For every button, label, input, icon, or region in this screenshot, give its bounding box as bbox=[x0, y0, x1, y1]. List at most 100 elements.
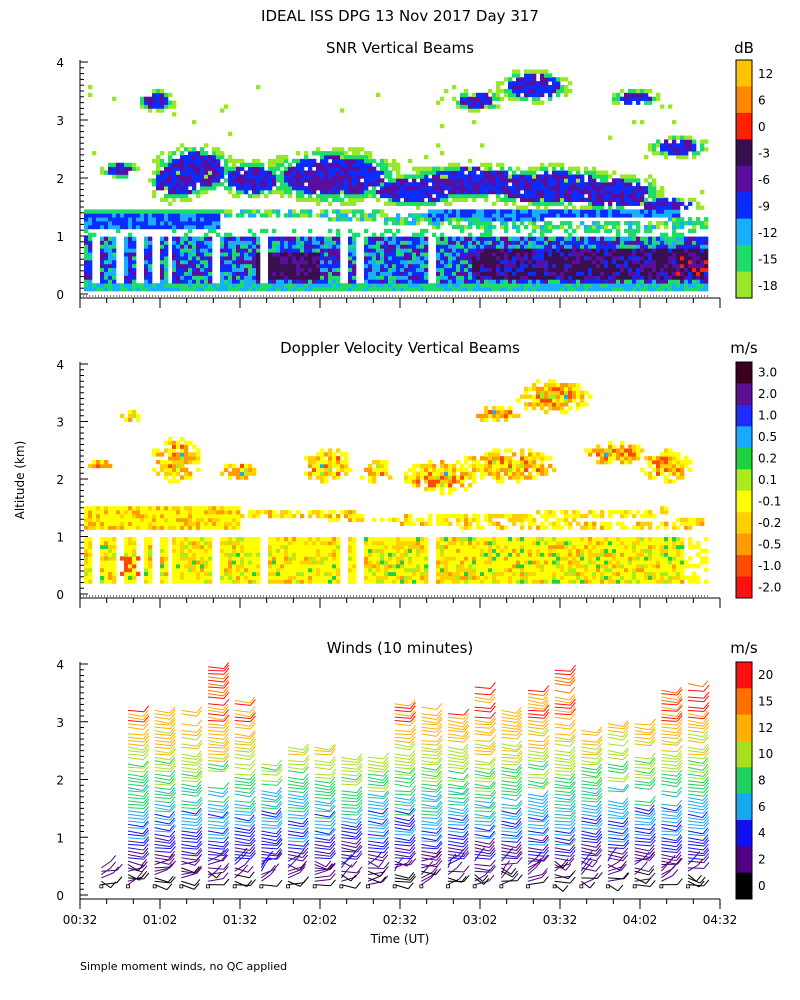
heatmap-cell bbox=[144, 517, 149, 523]
heatmap-cell bbox=[656, 209, 661, 214]
heatmap-cell bbox=[364, 244, 369, 249]
heatmap-cell bbox=[180, 189, 185, 195]
heatmap-cell bbox=[468, 244, 473, 249]
heatmap-cell bbox=[660, 147, 665, 152]
heatmap-cell bbox=[444, 201, 449, 206]
heatmap-cell bbox=[676, 213, 681, 218]
heatmap-cell bbox=[208, 279, 213, 284]
heatmap-cell bbox=[128, 517, 133, 523]
heatmap-cell bbox=[520, 85, 525, 90]
heatmap-cell bbox=[328, 166, 333, 171]
heatmap-cell bbox=[552, 197, 557, 203]
heatmap-cell bbox=[472, 108, 477, 113]
heatmap-cell bbox=[360, 287, 365, 292]
heatmap-cell bbox=[516, 279, 521, 284]
heatmap-cell bbox=[108, 221, 113, 226]
heatmap-cell bbox=[612, 193, 617, 199]
heatmap-cell bbox=[472, 193, 477, 199]
heatmap-cell bbox=[176, 479, 181, 484]
heatmap-cell bbox=[104, 283, 109, 288]
heatmap-cell bbox=[484, 209, 489, 214]
heatmap-cell bbox=[332, 158, 337, 164]
heatmap-cell bbox=[196, 452, 201, 457]
heatmap-cell bbox=[416, 236, 421, 241]
heatmap-cell bbox=[648, 213, 653, 218]
heatmap-cell bbox=[272, 158, 277, 164]
heatmap-cell bbox=[656, 236, 661, 241]
heatmap-cell bbox=[96, 209, 101, 214]
heatmap-cell bbox=[256, 271, 261, 276]
heatmap-cell bbox=[404, 287, 409, 292]
heatmap-cell bbox=[332, 174, 337, 179]
heatmap-cell bbox=[564, 221, 569, 226]
heatmap-cell bbox=[380, 279, 385, 284]
heatmap-cell bbox=[152, 525, 157, 530]
heatmap-cell bbox=[520, 81, 525, 86]
heatmap-cell bbox=[572, 186, 577, 191]
heatmap-cell bbox=[324, 283, 329, 288]
heatmap-cell bbox=[500, 287, 505, 292]
heatmap-cell bbox=[668, 287, 673, 292]
heatmap-cell bbox=[192, 244, 197, 249]
heatmap-cell bbox=[336, 283, 341, 288]
heatmap-cell bbox=[672, 213, 677, 218]
heatmap-cell bbox=[456, 224, 461, 230]
heatmap-cell bbox=[168, 154, 173, 160]
heatmap-cell bbox=[176, 158, 181, 164]
heatmap-cell bbox=[376, 209, 381, 214]
heatmap-cell bbox=[252, 186, 257, 191]
heatmap-cell bbox=[572, 213, 577, 218]
heatmap-cell bbox=[264, 170, 269, 175]
heatmap-cell bbox=[532, 256, 537, 261]
heatmap-cell bbox=[216, 513, 221, 519]
heatmap-cell bbox=[544, 248, 549, 253]
heatmap-cell bbox=[272, 287, 277, 292]
heatmap-cell bbox=[192, 256, 197, 261]
heatmap-cell bbox=[464, 186, 469, 191]
heatmap-cell bbox=[88, 209, 93, 214]
heatmap-cell bbox=[512, 217, 517, 222]
heatmap-cell bbox=[244, 537, 249, 542]
heatmap-cell bbox=[324, 236, 329, 241]
heatmap-cell bbox=[192, 556, 197, 561]
heatmap-cell bbox=[356, 217, 361, 222]
heatmap-cell bbox=[252, 467, 257, 472]
heatmap-cell bbox=[628, 256, 633, 261]
heatmap-cell bbox=[100, 537, 105, 542]
heatmap-cell bbox=[460, 267, 465, 272]
heatmap-cell bbox=[164, 170, 169, 175]
heatmap-cell bbox=[692, 224, 697, 230]
heatmap-cell bbox=[428, 201, 433, 206]
heatmap-cell bbox=[204, 579, 209, 584]
heatmap-cell bbox=[380, 248, 385, 253]
heatmap-cell bbox=[616, 228, 621, 234]
heatmap-cell bbox=[288, 248, 293, 253]
heatmap-cell bbox=[240, 544, 245, 550]
heatmap-cell bbox=[468, 275, 473, 280]
heatmap-cell bbox=[284, 154, 289, 160]
heatmap-cell bbox=[668, 143, 673, 148]
heatmap-cell bbox=[244, 275, 249, 280]
heatmap-cell bbox=[516, 217, 521, 222]
heatmap-cell bbox=[200, 170, 205, 175]
heatmap-cell bbox=[476, 240, 481, 245]
heatmap-cell bbox=[292, 182, 297, 187]
heatmap-cell bbox=[240, 166, 245, 171]
heatmap-cell bbox=[692, 263, 697, 269]
heatmap-cell bbox=[484, 259, 489, 265]
heatmap-cell bbox=[512, 73, 517, 78]
heatmap-cell bbox=[556, 201, 561, 206]
heatmap-cell bbox=[100, 259, 105, 265]
heatmap-cell bbox=[172, 166, 177, 171]
heatmap-cell bbox=[148, 271, 153, 276]
heatmap-cell bbox=[88, 213, 93, 218]
heatmap-cell bbox=[636, 259, 641, 265]
heatmap-cell bbox=[664, 197, 669, 203]
heatmap-cell bbox=[500, 162, 505, 168]
heatmap-cell bbox=[88, 240, 93, 245]
colorbar-swatch bbox=[736, 218, 752, 246]
heatmap-cell bbox=[232, 463, 237, 469]
heatmap-cell bbox=[104, 463, 109, 469]
heatmap-cell bbox=[636, 252, 641, 257]
heatmap-cell bbox=[320, 248, 325, 253]
